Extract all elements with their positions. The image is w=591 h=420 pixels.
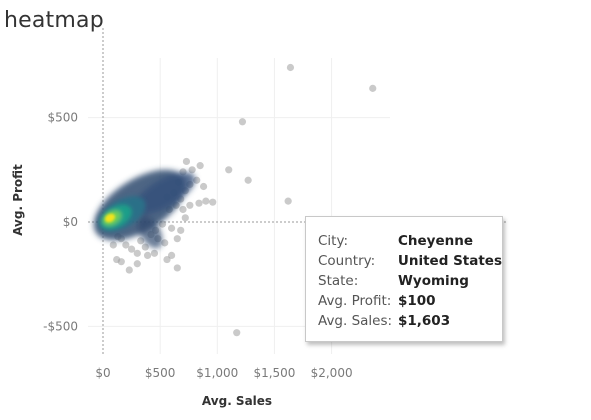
tooltip: City: Cheyenne Country: United States State:… xyxy=(305,216,503,342)
data-point[interactable] xyxy=(109,241,117,249)
tooltip-value: United States xyxy=(397,253,502,269)
data-point[interactable] xyxy=(225,166,233,174)
data-point[interactable] xyxy=(179,205,187,214)
x-tick-label: $0 xyxy=(95,366,110,380)
data-point[interactable] xyxy=(199,182,208,191)
tooltip-value: $100 xyxy=(398,293,436,309)
data-point[interactable] xyxy=(181,214,189,222)
data-point[interactable] xyxy=(137,237,145,245)
data-point[interactable] xyxy=(122,241,130,249)
data-point[interactable] xyxy=(369,84,377,92)
density-blob xyxy=(93,169,196,249)
data-point[interactable] xyxy=(195,199,203,207)
tooltip-row: Avg. Profit: $100 xyxy=(318,291,502,311)
tooltip-row: State: Wyoming xyxy=(318,271,502,291)
data-point[interactable] xyxy=(196,162,204,170)
density-arm xyxy=(134,172,196,214)
data-point[interactable] xyxy=(133,249,141,257)
tooltip-rows: City: Cheyenne Country: United States State:… xyxy=(318,231,502,331)
tooltip-value: $1,603 xyxy=(398,313,451,329)
data-point[interactable] xyxy=(209,198,217,206)
x-tick-label: $1,500 xyxy=(253,366,295,380)
data-point[interactable] xyxy=(143,251,152,260)
tooltip-label: Country: xyxy=(318,253,376,269)
tooltip-label: City: xyxy=(318,233,349,249)
data-point[interactable] xyxy=(167,251,176,260)
x-tick-label: $2,000 xyxy=(311,366,353,380)
data-point[interactable] xyxy=(177,226,185,234)
data-point[interactable] xyxy=(186,201,194,209)
data-point[interactable] xyxy=(233,329,241,337)
data-point[interactable] xyxy=(117,258,125,266)
data-point[interactable] xyxy=(182,157,191,166)
data-point[interactable] xyxy=(150,249,159,257)
data-point[interactable] xyxy=(167,224,176,232)
data-point[interactable] xyxy=(133,260,141,268)
data-point[interactable] xyxy=(161,239,169,247)
data-point[interactable] xyxy=(286,63,295,72)
tooltip-label: Avg. Sales: xyxy=(318,313,393,329)
y-tick-label: $500 xyxy=(47,111,78,125)
tooltip-row: Avg. Sales: $1,603 xyxy=(318,311,502,331)
tooltip-row: Country: United States xyxy=(318,251,502,271)
x-tick-label: $500 xyxy=(145,366,176,380)
tooltip-row: City: Cheyenne xyxy=(318,231,502,251)
chart-title: heatmap xyxy=(4,8,104,33)
data-point[interactable] xyxy=(141,243,149,251)
x-axis-title: Avg. Sales xyxy=(202,394,272,408)
axis-ticks: $0 $500 $1,000 $1,500 $2,000 $500 $0 -$500 xyxy=(43,111,352,380)
density-peak xyxy=(104,213,116,223)
y-tick-label: $0 xyxy=(63,215,78,229)
data-point[interactable] xyxy=(125,266,133,274)
y-tick-label: -$500 xyxy=(43,319,78,333)
data-point[interactable] xyxy=(238,118,247,126)
tooltip-value: Wyoming xyxy=(398,273,469,289)
tooltip-value: Cheyenne xyxy=(398,233,474,249)
data-point[interactable] xyxy=(202,197,210,205)
y-axis-title: Avg. Profit xyxy=(11,164,25,236)
data-point[interactable] xyxy=(163,255,171,264)
data-point[interactable] xyxy=(127,245,136,253)
data-point[interactable] xyxy=(244,176,252,184)
data-point[interactable] xyxy=(173,235,181,243)
density-tail xyxy=(137,215,163,249)
data-point[interactable] xyxy=(188,166,196,174)
tooltip-label: State: xyxy=(318,273,359,289)
data-point[interactable] xyxy=(284,197,292,205)
data-point[interactable] xyxy=(173,264,181,272)
scatter-points xyxy=(109,63,377,337)
x-tick-label: $1,000 xyxy=(196,366,238,380)
tooltip-label: Avg. Profit: xyxy=(318,293,392,309)
